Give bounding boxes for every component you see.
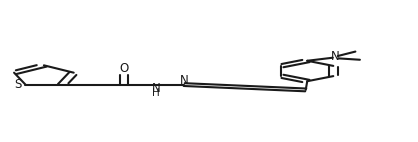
Text: O: O — [120, 62, 129, 75]
Text: H: H — [152, 88, 160, 98]
Text: N: N — [331, 50, 339, 63]
Text: N: N — [152, 82, 161, 95]
Text: S: S — [14, 78, 22, 91]
Text: N: N — [180, 74, 189, 87]
